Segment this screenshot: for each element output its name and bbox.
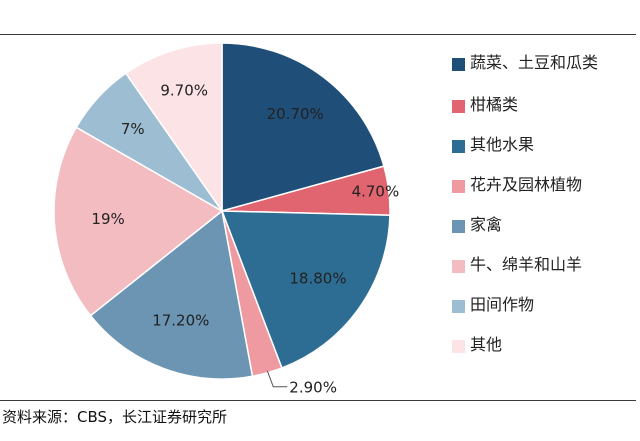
slice-data-label: 2.90%	[289, 378, 337, 396]
pie-slice	[124, 42, 223, 214]
legend-label: 其他水果	[470, 135, 535, 154]
pie-slice	[89, 209, 254, 380]
legend-swatch	[452, 100, 465, 113]
legend-swatch	[452, 58, 465, 71]
slice-data-label: 9.70%	[160, 81, 208, 99]
slice-data-label: 19%	[91, 210, 124, 228]
legend-swatch	[452, 260, 465, 273]
source-note: 资料来源：CBS，长江证券研究所	[2, 408, 228, 426]
slice-data-label: 20.70%	[267, 105, 324, 123]
legend-swatch	[452, 340, 465, 353]
legend-label: 家禽	[470, 215, 503, 234]
pie-slice	[53, 126, 224, 317]
legend-label: 柑橘类	[470, 95, 519, 114]
legend-label: 牛、绵羊和山羊	[470, 255, 583, 274]
top-rule	[0, 34, 636, 35]
pie-slice	[221, 42, 385, 212]
legend-label: 花卉及园林植物	[470, 175, 583, 194]
legend-swatch	[452, 180, 465, 193]
slice-data-label: 7%	[121, 120, 145, 138]
leader-line	[266, 370, 288, 388]
legend-label: 田间作物	[470, 295, 535, 314]
legend-swatch	[452, 220, 465, 233]
slice-data-label: 4.70%	[352, 183, 400, 201]
bottom-rule	[0, 400, 636, 401]
slice-data-label: 18.80%	[289, 269, 346, 287]
legend-swatch	[452, 140, 465, 153]
legend-label: 蔬菜、土豆和瓜类	[470, 53, 599, 72]
pie-chart: 20.70% 4.70% 18.80% 2.90% 17.20% 19% 7% 9.70%	[53, 42, 399, 396]
pie-slices	[53, 42, 391, 380]
pie-slice	[220, 210, 391, 369]
slice-data-label: 17.20%	[152, 312, 209, 330]
pie-data-labels: 20.70% 4.70% 18.80% 2.90% 17.20% 19% 7% 9.70%	[91, 81, 399, 396]
legend-label: 其他	[470, 335, 503, 354]
legend-swatch	[452, 300, 465, 313]
